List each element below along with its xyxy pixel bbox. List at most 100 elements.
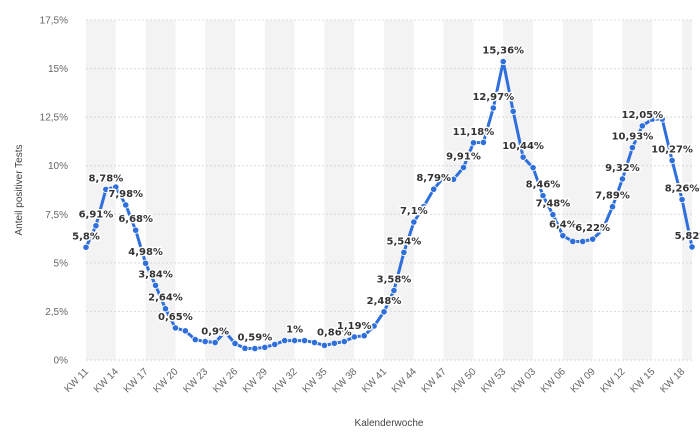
y-tick-label: 5%	[54, 258, 69, 269]
x-tick-label: KW 17	[122, 366, 151, 395]
data-point	[211, 338, 219, 347]
x-tick-label: KW 23	[181, 366, 210, 395]
data-point	[221, 328, 229, 336]
background-band	[384, 20, 414, 360]
data-point	[102, 185, 110, 194]
data-point	[589, 235, 597, 243]
data-point	[658, 115, 666, 123]
background-band	[562, 20, 593, 360]
data-labels: 5,8% 6,91% 8,78% 7,98% 6,68% 4,98% 3,84% 2,64% 0…	[71, 44, 700, 345]
data-point	[360, 332, 368, 340]
data-label: 2,64%	[148, 293, 183, 304]
data-point	[569, 237, 577, 246]
data-label: 8,26%	[665, 184, 700, 195]
data-point	[469, 139, 478, 147]
data-point	[559, 232, 567, 240]
data-point	[440, 173, 448, 181]
data-label: 5,54%	[387, 236, 422, 247]
data-point	[251, 344, 259, 353]
data-point	[598, 226, 607, 234]
y-tick-label: 17,5%	[40, 16, 68, 27]
data-point	[648, 115, 656, 123]
data-label: 8,46%	[526, 180, 561, 191]
data-point	[479, 138, 487, 146]
grid-lines	[86, 19, 692, 361]
x-tick-label: KW 09	[569, 366, 598, 395]
data-point	[181, 327, 189, 335]
background-band	[682, 20, 692, 360]
y-tick-label: 0%	[54, 356, 69, 367]
data-label: 1,19%	[337, 321, 372, 332]
data-point	[618, 175, 627, 183]
data-point	[330, 339, 338, 347]
data-label: 7,89%	[595, 191, 630, 202]
data-label: 12,97%	[472, 92, 514, 103]
data-label: 5,8%	[72, 231, 100, 242]
data-point	[92, 222, 100, 230]
data-label: 3,84%	[138, 269, 173, 280]
data-point	[340, 337, 348, 346]
data-point	[449, 175, 458, 183]
data-label: 0,59%	[238, 333, 273, 344]
data-label: 9,91%	[446, 151, 481, 162]
data-point	[281, 336, 289, 345]
data-label: 0,86%	[317, 327, 352, 338]
x-tick-label: KW 26	[211, 366, 240, 395]
data-point	[549, 211, 557, 219]
data-point	[370, 322, 378, 330]
data-point	[161, 305, 170, 313]
data-label: 6,91%	[79, 210, 114, 221]
series-layer	[82, 57, 696, 353]
data-label: 0,65%	[158, 312, 193, 323]
background-band	[86, 20, 116, 360]
x-tick-label: KW 11	[63, 366, 92, 395]
data-point	[142, 259, 150, 267]
data-point	[678, 195, 686, 204]
data-point	[410, 218, 418, 226]
data-label: 6,68%	[118, 214, 153, 225]
data-point	[231, 339, 239, 348]
data-point	[400, 248, 408, 256]
data-point	[688, 243, 696, 251]
data-point	[171, 324, 180, 332]
data-label: 10,44%	[502, 141, 544, 152]
data-point	[201, 337, 209, 346]
y-tick-label: 15%	[48, 64, 68, 75]
y-tick-label: 7,5%	[45, 210, 68, 221]
data-label: 7,1%	[400, 206, 428, 217]
x-axis-title: Kalenderwoche	[355, 418, 424, 429]
data-point	[271, 340, 279, 349]
data-point	[628, 144, 636, 152]
data-point	[241, 344, 249, 352]
background-band	[205, 20, 236, 360]
x-tick-label: KW 12	[599, 366, 628, 395]
data-label: 12,05%	[621, 110, 663, 121]
background-band	[264, 20, 295, 360]
data-point	[380, 308, 388, 316]
data-label: 1%	[286, 325, 303, 336]
x-tick-label: KW 47	[420, 366, 449, 395]
x-tick-label: KW 14	[92, 366, 121, 395]
data-label: 5,82%	[675, 231, 700, 242]
x-tick-label: KW 32	[271, 366, 300, 395]
y-axis-ticks: 0% 2,5% 5% 7,5% 10% 12,5% 15% 17,5%	[40, 16, 68, 367]
data-label: 7,48%	[536, 199, 571, 210]
data-label: 4,98%	[128, 247, 163, 258]
x-tick-label: KW 03	[509, 366, 538, 395]
x-tick-label: KW 29	[241, 366, 270, 395]
x-tick-label: KW 53	[479, 366, 508, 395]
data-label: 11,18%	[453, 127, 495, 138]
x-tick-label: KW 38	[330, 366, 359, 395]
data-point	[310, 338, 319, 347]
data-point	[539, 192, 547, 200]
x-tick-label: KW 35	[301, 366, 330, 395]
data-point	[350, 333, 358, 341]
data-label: 7,98%	[108, 189, 143, 200]
data-point	[291, 336, 299, 345]
x-tick-label: KW 15	[628, 366, 657, 395]
x-tick-label: KW 06	[539, 366, 568, 395]
background-band	[145, 20, 176, 360]
y-tick-label: 2,5%	[45, 307, 68, 318]
